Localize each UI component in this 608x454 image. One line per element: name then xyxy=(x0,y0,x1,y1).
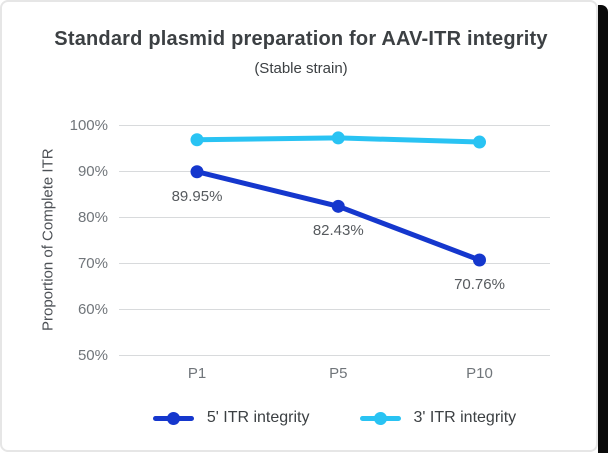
legend-label: 5' ITR integrity xyxy=(206,409,310,426)
chart-subtitle: (Stable strain) xyxy=(254,60,348,77)
x-axis-tick-label: P10 xyxy=(466,365,493,382)
legend-line-marker-icon xyxy=(359,411,401,425)
background-strip xyxy=(598,5,608,453)
x-axis-tick-label: P1 xyxy=(187,365,207,382)
legend-item: 3' ITR integrity xyxy=(359,409,517,427)
chart-card: Standard plasmid preparation for AAV-ITR… xyxy=(0,0,598,452)
legend-label: 3' ITR integrity xyxy=(413,409,517,426)
data-point xyxy=(331,199,345,213)
y-axis-tick-label: 90% xyxy=(77,162,108,180)
gridline xyxy=(119,262,550,265)
data-point-label: 70.76% xyxy=(454,276,505,293)
data-point-label: 82.43% xyxy=(312,222,364,240)
gridline xyxy=(119,308,550,311)
y-axis-tick-label: 70% xyxy=(77,254,108,272)
legend-line-marker-icon xyxy=(152,411,194,425)
gridline xyxy=(119,170,550,173)
legend-item: 5' ITR integrity xyxy=(152,409,310,427)
data-point xyxy=(473,253,486,267)
y-axis-tick-label: 50% xyxy=(77,346,108,364)
gridline xyxy=(119,216,550,219)
y-axis-title: Proportion of Complete ITR xyxy=(39,148,57,332)
gridline xyxy=(119,354,550,357)
gridline xyxy=(119,124,550,127)
data-point xyxy=(331,131,345,145)
data-point-label: 89.95% xyxy=(171,187,223,205)
chart-title: Standard plasmid preparation for AAV-ITR… xyxy=(54,28,548,50)
series-line xyxy=(194,135,482,145)
y-axis-tick-label: 80% xyxy=(77,208,108,226)
x-axis-tick-label: P5 xyxy=(329,365,348,382)
y-axis-tick-label: 100% xyxy=(69,116,108,134)
data-point xyxy=(190,133,204,147)
y-axis-tick-label: 60% xyxy=(77,300,108,318)
legend: 5' ITR integrity 3' ITR integrity xyxy=(119,405,550,431)
data-point xyxy=(473,135,486,149)
